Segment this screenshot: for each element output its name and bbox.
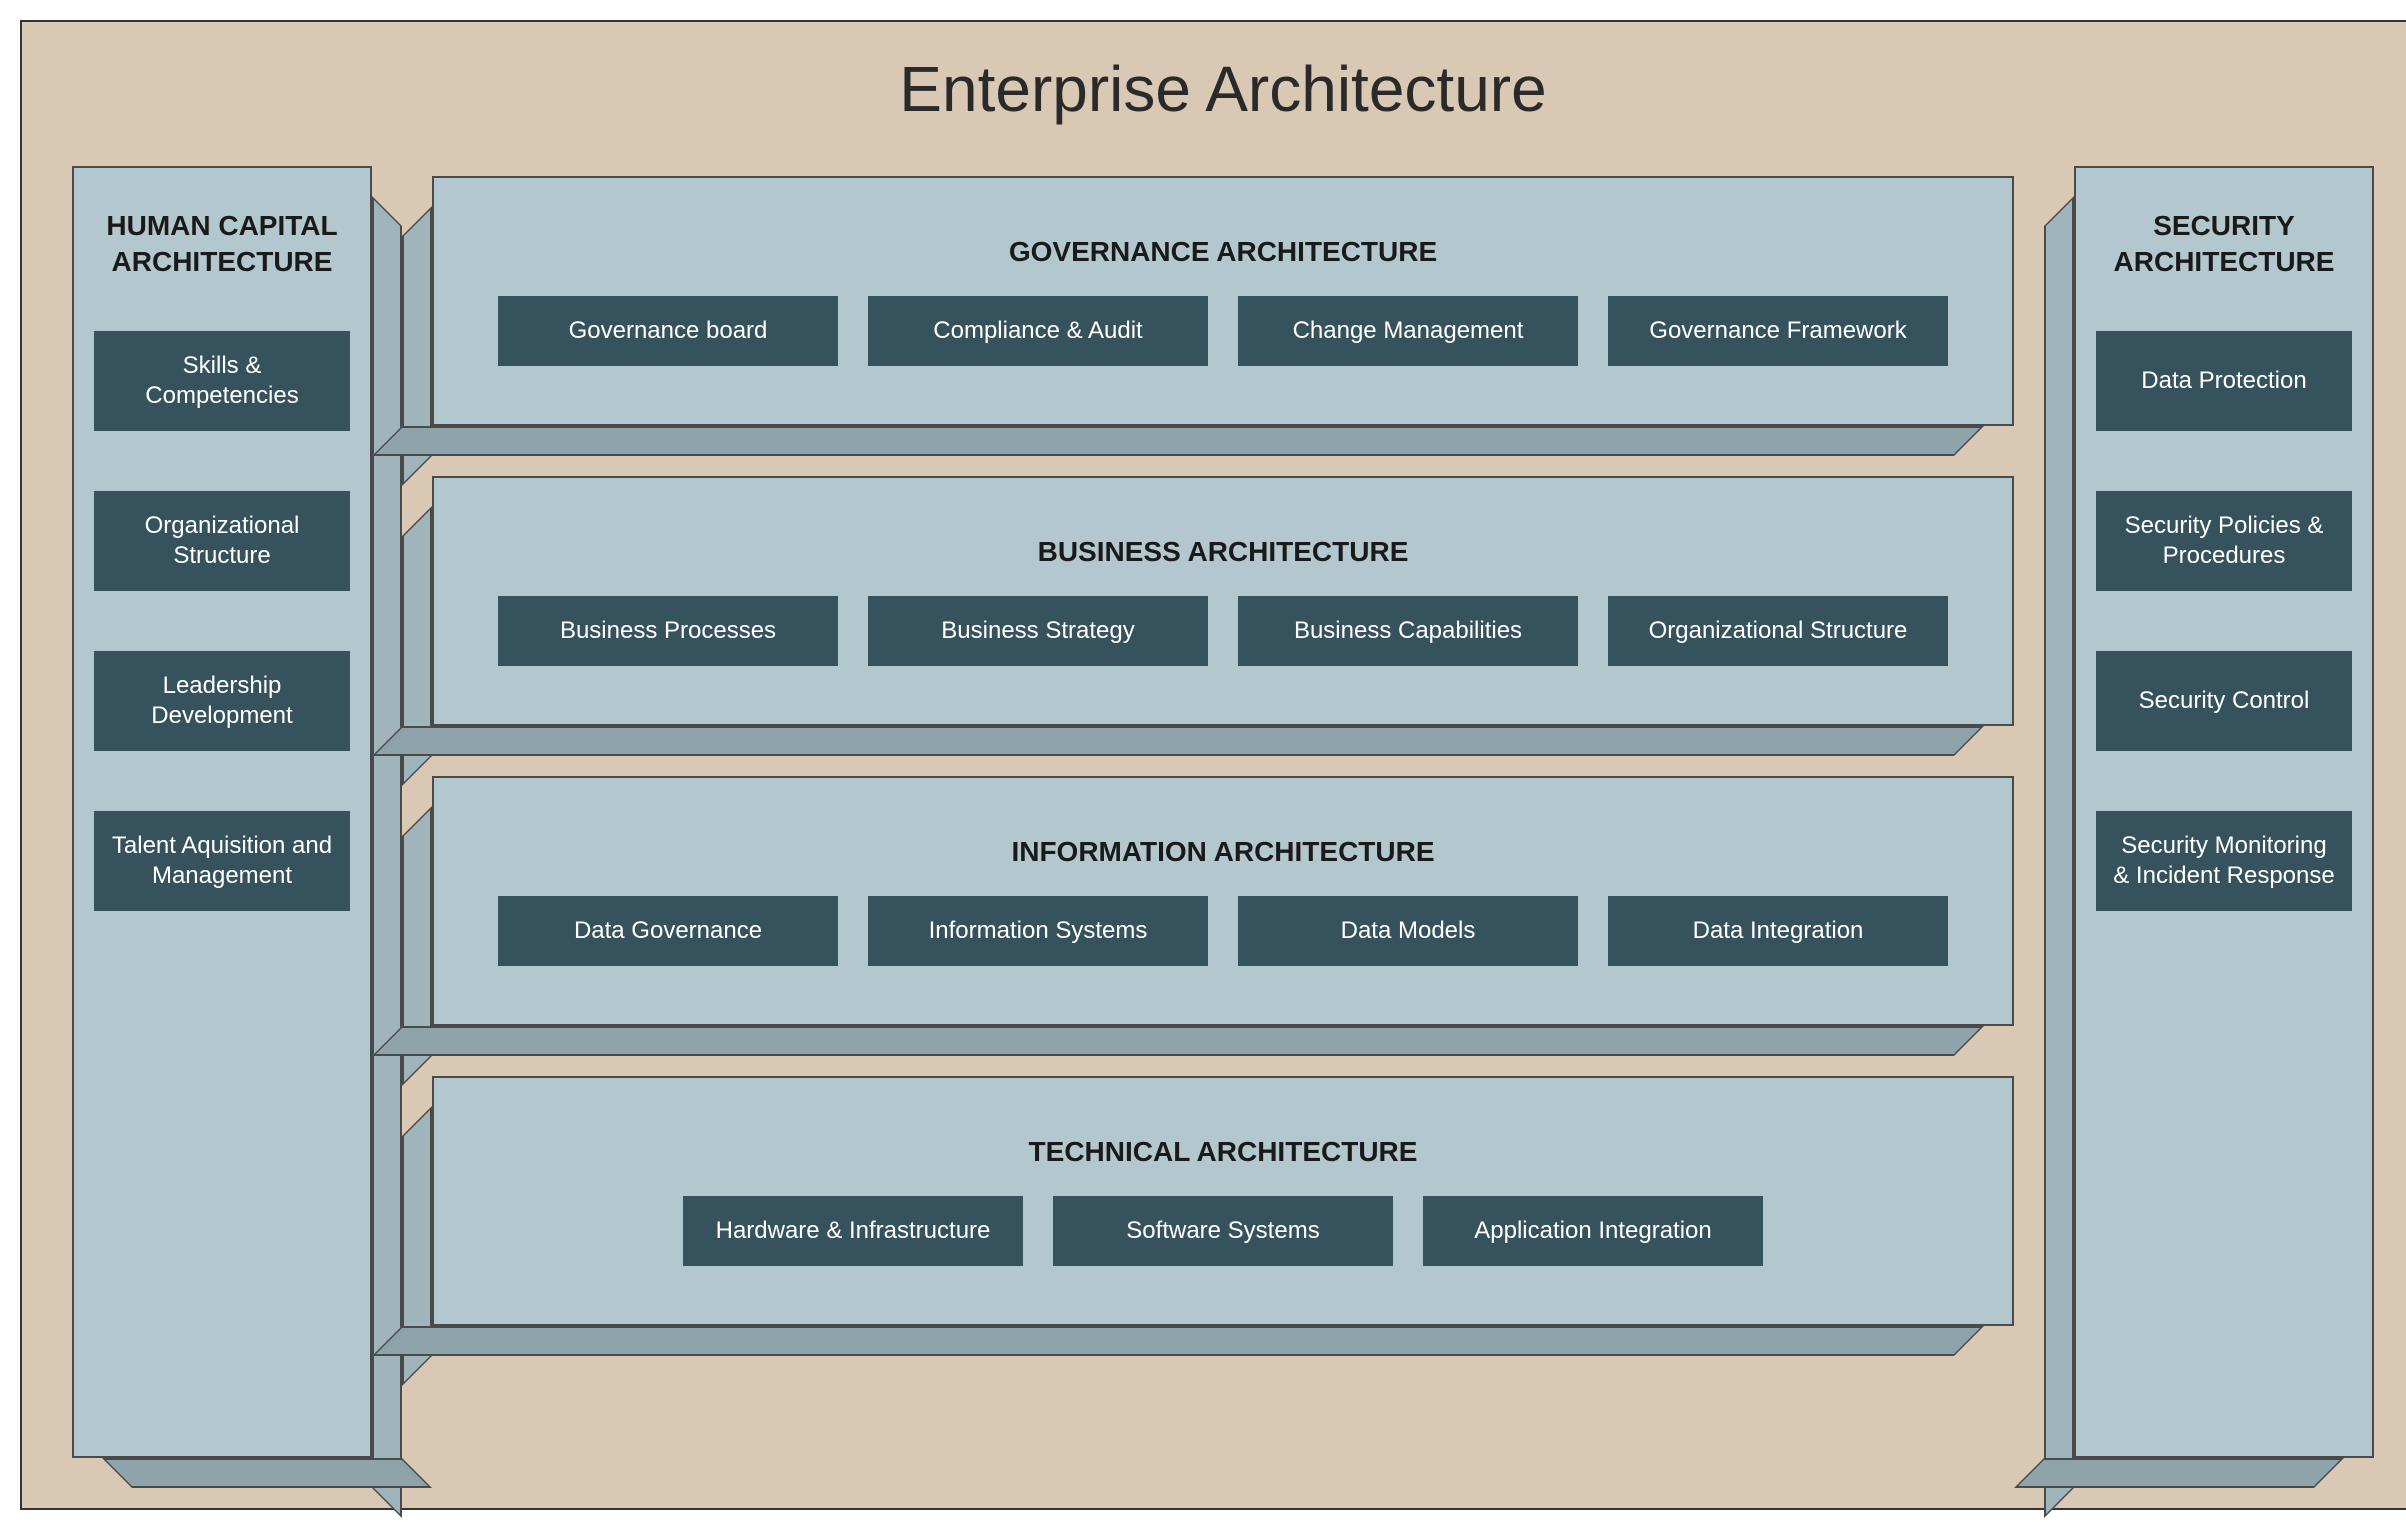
layer-title: TECHNICAL ARCHITECTURE [1029,1136,1418,1168]
right-pillar-title: SECURITY ARCHITECTURE [2096,208,2352,281]
left-pillar-item: Talent Aquisition and Management [94,811,350,911]
layer-business: BUSINESS ARCHITECTURE Business Processes… [432,476,2014,726]
layer-item: Hardware & Infrastructure [683,1196,1023,1266]
layer-block: BUSINESS ARCHITECTURE Business Processes… [432,476,2014,726]
right-pillar-items: Data Protection Security Policies & Proc… [2096,331,2352,911]
layer-item: Business Processes [498,596,838,666]
block-front: TECHNICAL ARCHITECTURE Hardware & Infras… [432,1076,2014,1326]
layer-block: TECHNICAL ARCHITECTURE Hardware & Infras… [432,1076,2014,1326]
layer-item: Business Strategy [868,596,1208,666]
layer-governance: GOVERNANCE ARCHITECTURE Governance board… [432,176,2014,426]
layer-items: Data Governance Information Systems Data… [474,896,1972,966]
layer-item: Information Systems [868,896,1208,966]
layer-item: Business Capabilities [1238,596,1578,666]
block-bottom [372,1026,1984,1056]
block-bottom [372,726,1984,756]
block-front: SECURITY ARCHITECTURE Data Protection Se… [2074,166,2374,1458]
layer-item: Data Models [1238,896,1578,966]
layer-item: Change Management [1238,296,1578,366]
layer-items: Business Processes Business Strategy Bus… [474,596,1972,666]
layer-item: Data Governance [498,896,838,966]
layer-title: INFORMATION ARCHITECTURE [1011,836,1434,868]
layer-item: Governance board [498,296,838,366]
block-bottom [102,1458,432,1488]
layer-items: Governance board Compliance & Audit Chan… [474,296,1972,366]
left-pillar-item: Leadership Development [94,651,350,751]
layer-technical: TECHNICAL ARCHITECTURE Hardware & Infras… [432,1076,2014,1326]
layer-block: GOVERNANCE ARCHITECTURE Governance board… [432,176,2014,426]
block-front: INFORMATION ARCHITECTURE Data Governance… [432,776,2014,1026]
block-front: HUMAN CAPITAL ARCHITECTURE Skills & Comp… [72,166,372,1458]
layer-item: Software Systems [1053,1196,1393,1266]
block-bottom [372,426,1984,456]
left-pillar-items: Skills & Competencies Organizational Str… [94,331,350,911]
layer-block: INFORMATION ARCHITECTURE Data Governance… [432,776,2014,1026]
left-pillar-block: HUMAN CAPITAL ARCHITECTURE Skills & Comp… [72,166,372,1458]
block-front: BUSINESS ARCHITECTURE Business Processes… [432,476,2014,726]
block-side [372,196,402,1518]
right-pillar-item: Security Control [2096,651,2352,751]
diagram-title: Enterprise Architecture [72,52,2374,126]
left-pillar-title: HUMAN CAPITAL ARCHITECTURE [94,208,350,281]
right-pillar: SECURITY ARCHITECTURE Data Protection Se… [2074,166,2374,1458]
left-pillar-item: Organizational Structure [94,491,350,591]
center-column: GOVERNANCE ARCHITECTURE Governance board… [432,166,2014,1458]
block-front: GOVERNANCE ARCHITECTURE Governance board… [432,176,2014,426]
right-pillar-item: Security Policies & Procedures [2096,491,2352,591]
left-pillar: HUMAN CAPITAL ARCHITECTURE Skills & Comp… [72,166,372,1458]
layer-item: Organizational Structure [1608,596,1948,666]
layer-items: Hardware & Infrastructure Software Syste… [474,1196,1972,1266]
block-side [2044,196,2074,1518]
layer-item: Application Integration [1423,1196,1763,1266]
block-bottom [2014,1458,2344,1488]
right-pillar-item: Data Protection [2096,331,2352,431]
layer-item: Data Integration [1608,896,1948,966]
block-bottom [372,1326,1984,1356]
layer-item: Compliance & Audit [868,296,1208,366]
diagram-canvas: Enterprise Architecture HUMAN CAPITAL AR… [20,20,2406,1510]
diagram-body: HUMAN CAPITAL ARCHITECTURE Skills & Comp… [72,166,2374,1458]
layer-title: BUSINESS ARCHITECTURE [1038,536,1409,568]
right-pillar-item: Security Monitoring & Incident Response [2096,811,2352,911]
right-pillar-block: SECURITY ARCHITECTURE Data Protection Se… [2074,166,2374,1458]
left-pillar-item: Skills & Competencies [94,331,350,431]
layer-title: GOVERNANCE ARCHITECTURE [1009,236,1437,268]
layer-information: INFORMATION ARCHITECTURE Data Governance… [432,776,2014,1026]
layer-item: Governance Framework [1608,296,1948,366]
